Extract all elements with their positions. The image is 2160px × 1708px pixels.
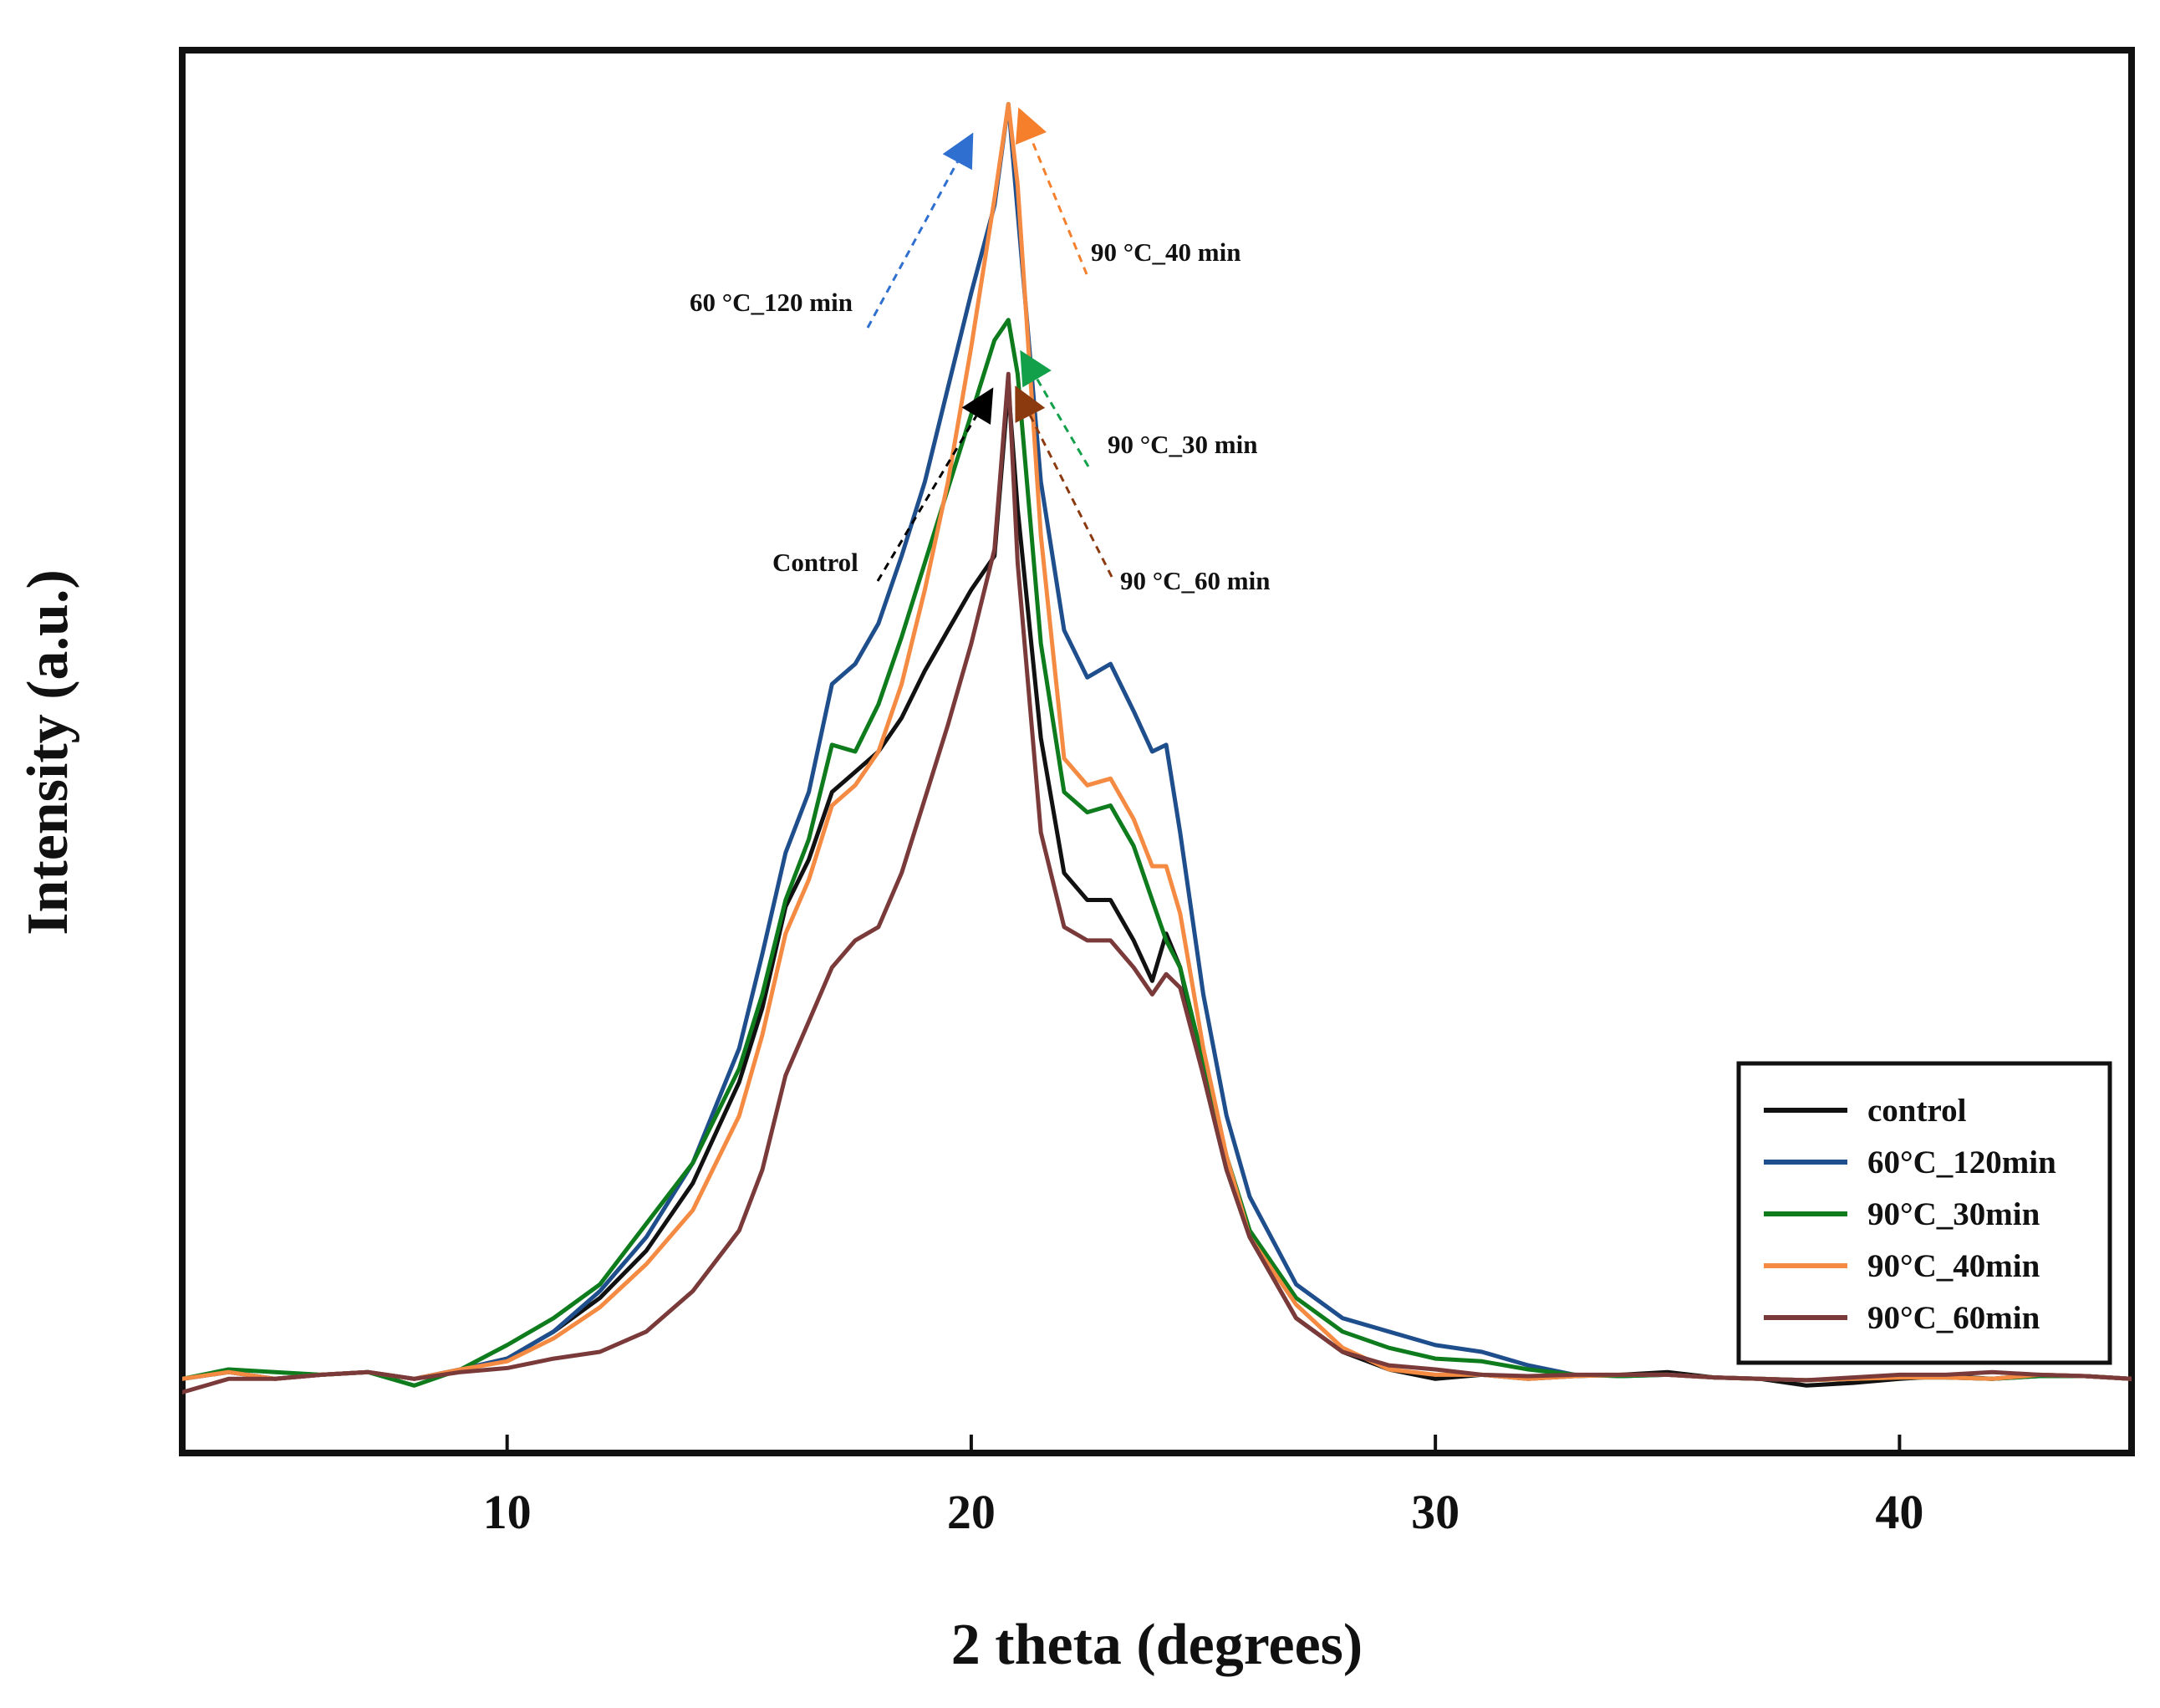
x-tick-label-30: 30 bbox=[1411, 1485, 1460, 1539]
annotation-label-60c-120min: 60 °C_120 min bbox=[690, 288, 853, 317]
annotation-label-90c-60min: 90 °C_60 min bbox=[1120, 566, 1270, 595]
annotation-label-control: Control bbox=[772, 548, 858, 577]
legend-label-90c-40min: 90°C_40min bbox=[1867, 1248, 2040, 1284]
x-tick-label-10: 10 bbox=[483, 1485, 532, 1539]
legend-label-90c-30min: 90°C_30min bbox=[1867, 1196, 2040, 1232]
annotation-label-90c-30min: 90 °C_30 min bbox=[1108, 430, 1257, 459]
x-tick-label-40: 40 bbox=[1875, 1485, 1923, 1539]
legend-label-control: control bbox=[1867, 1093, 1967, 1129]
legend: control 60°C_120min 90°C_30min 90°C_40min 90… bbox=[1739, 1063, 2110, 1363]
xrd-line-chart: 10 20 30 40 60 °C_120 min 90 °C_40 min 90 °C_… bbox=[0, 0, 2160, 1708]
y-axis-title: Intensity (a.u.) bbox=[16, 569, 80, 936]
annotation-label-90c-40min: 90 °C_40 min bbox=[1091, 237, 1240, 267]
legend-label-90c-60min: 90°C_60min bbox=[1867, 1300, 2040, 1336]
x-axis-title: 2 theta (degrees) bbox=[951, 1613, 1363, 1677]
x-tick-label-20: 20 bbox=[947, 1485, 996, 1539]
legend-label-60c-120min: 60°C_120min bbox=[1867, 1145, 2056, 1180]
